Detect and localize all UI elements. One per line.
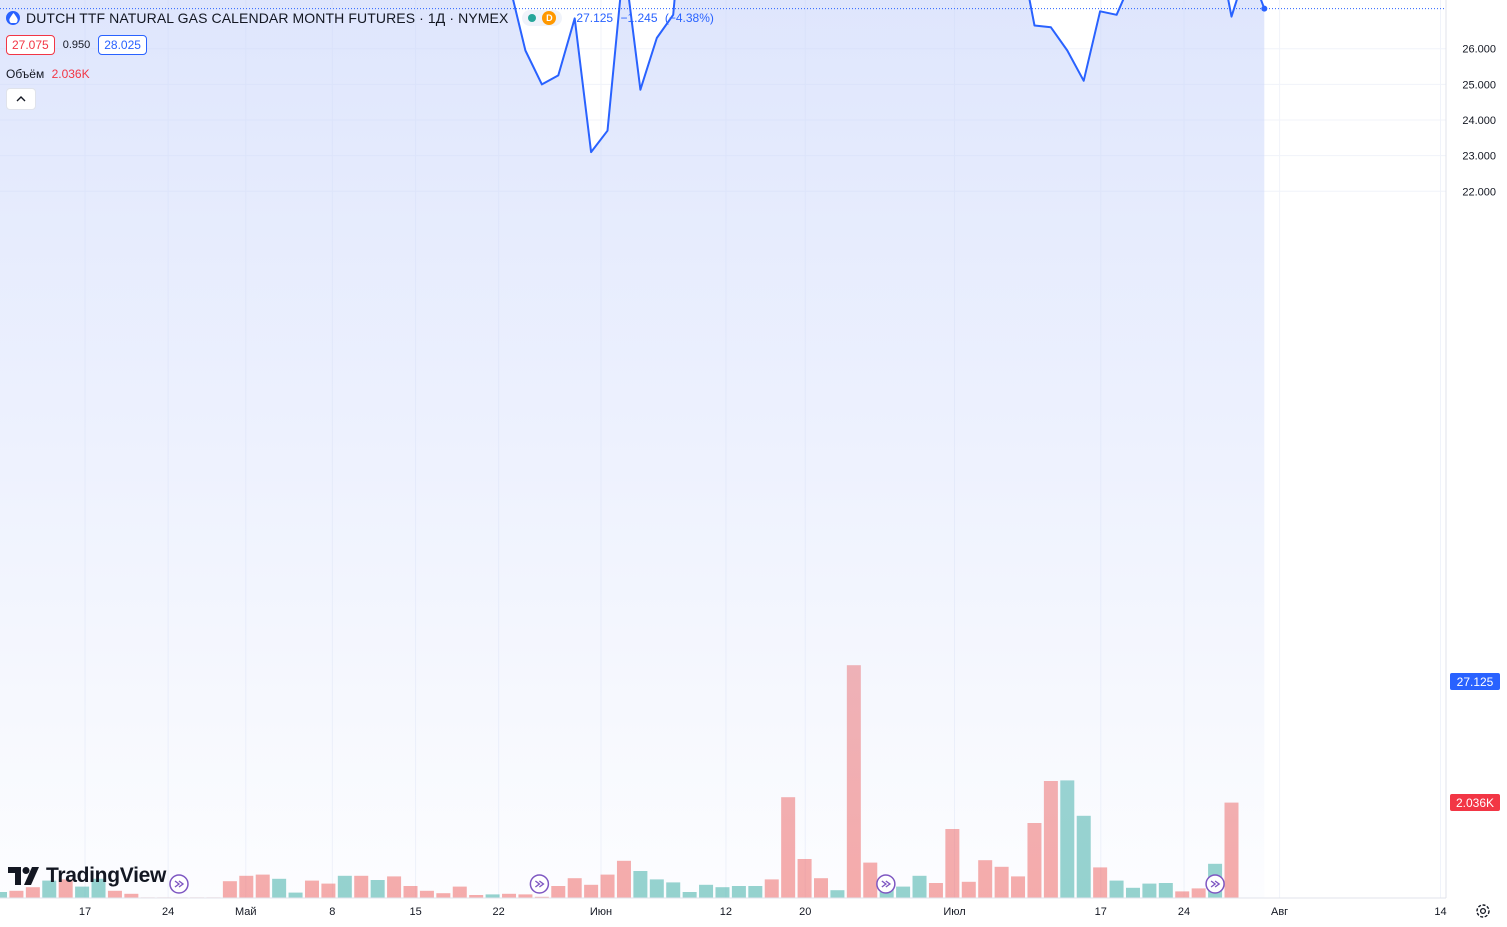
price-tick-label: 26.000 [1462,44,1496,56]
symbol-title[interactable]: DUTCH TTF NATURAL GAS CALENDAR MONTH FUT… [26,10,509,26]
tradingview-logo-icon [8,867,39,885]
spread-value: 0.950 [62,39,91,51]
time-tick-label: 12 [720,906,732,918]
price-tick-label: 23.000 [1462,151,1496,163]
last-price-dot [1261,5,1268,12]
time-tick-label: Июл [943,906,965,918]
event-arrow-icon[interactable] [1205,874,1225,894]
volume-value: 2.036K [51,67,90,81]
market-status-pill[interactable]: D [522,10,563,26]
tradingview-logo[interactable]: TradingView [8,864,166,888]
event-arrow-icon[interactable] [169,874,189,894]
time-tick-label: 24 [162,906,174,918]
price-change: −1.245 [620,11,658,25]
droplet-icon [6,11,20,25]
time-tick-label: 20 [799,906,811,918]
time-tick-label: 22 [493,906,505,918]
time-tick-label: 8 [329,906,335,918]
gear-icon[interactable] [1474,902,1492,920]
event-markers[interactable] [169,874,1225,894]
market-open-dot-icon [528,14,537,22]
price-scale[interactable]: 46.00045.00044.00043.00042.00041.00040.0… [1462,0,1496,199]
delayed-badge: D [542,11,557,25]
event-arrow-icon[interactable] [876,874,896,894]
volume-value-label: 2.036K [1450,794,1500,811]
price-tick-label: 22.000 [1462,186,1496,198]
chevron-up-icon [16,96,26,102]
time-tick-label: 24 [1178,906,1190,918]
volume-value-label-text: 2.036K [1456,796,1494,810]
last-quote: 27.125 −1.245 (−4.38%) [576,11,717,25]
event-arrow-icon[interactable] [529,874,550,894]
tradingview-logo-text: TradingView [46,864,167,887]
volume-label: Объём [6,67,45,81]
symbol-legend: DUTCH TTF NATURAL GAS CALENDAR MONTH FUT… [6,8,718,28]
price-tick-label: 25.000 [1462,79,1496,91]
sell-button[interactable]: 27.075 [6,35,55,55]
time-tick-label: Май [235,906,257,918]
price-change-pct: (−4.38%) [664,11,714,25]
bid-ask-row: 27.075 0.950 28.025 [6,35,147,55]
time-scale[interactable]: 17 24 Май 8 15 22 Июн 12 20 Июл 17 24 Авг 14 [79,906,1447,918]
last-price-label: 27.125 [1450,673,1500,690]
price-tick-label: 24.000 [1462,115,1496,127]
time-tick-label: 15 [409,906,421,918]
collapse-legend-button[interactable] [6,88,36,110]
time-tick-label: 17 [1095,906,1107,918]
last-price-label-text: 27.125 [1457,675,1494,689]
time-tick-label: Июн [590,906,612,918]
time-tick-label: Авг [1271,906,1288,918]
time-tick-label: 17 [79,906,91,918]
time-tick-label: 14 [1434,906,1446,918]
price-line [512,0,1266,154]
last-price: 27.125 [576,11,614,25]
volume-legend[interactable]: Объём 2.036K [6,67,90,81]
price-area-fill [0,0,1265,898]
buy-button[interactable]: 28.025 [98,35,147,55]
